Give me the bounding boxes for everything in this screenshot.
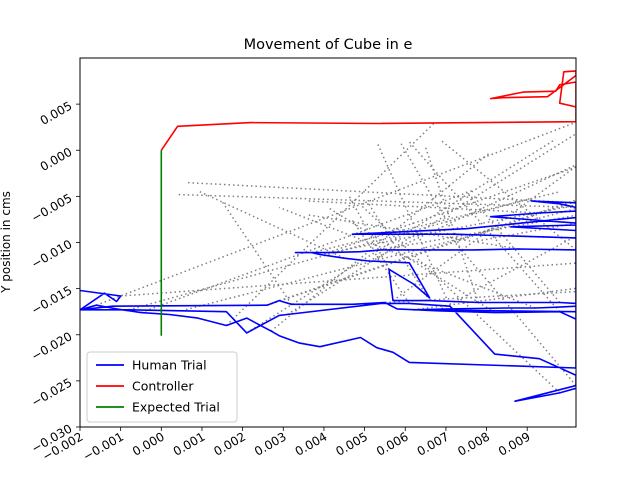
connector-line [441,140,576,251]
connector-line [392,165,576,302]
connector-line [319,204,576,256]
connector-line [95,121,576,306]
connector-line [347,194,390,270]
series-line-human-trial [80,200,576,403]
connector-line [140,189,475,314]
connector-line [311,191,560,254]
y-axis-label: Y position in cms [0,191,13,294]
legend-label: Expected Trial [132,400,220,415]
connector-line [177,193,576,209]
legend-box [86,351,238,423]
chart-title: Movement of Cube in e [244,37,413,53]
connector-line [441,226,576,386]
connector-line [376,141,451,307]
series-line-controller [160,70,576,151]
series-layer [80,70,576,403]
connector-line [413,287,576,311]
connector-lines [95,121,576,394]
connector-line [225,122,435,327]
legend-label: Human Trial [132,358,207,373]
connector-line [465,191,561,303]
connector-line [368,203,431,302]
legend-label: Controller [132,379,194,394]
connector-line [360,204,561,394]
legend: Human Trial Controller Expected Trial [86,351,238,423]
connector-line [327,206,496,314]
connector-line [384,290,576,304]
connector-line [424,147,480,303]
connector-line [380,214,576,251]
connector-line [474,222,576,243]
connector-line [278,206,536,309]
